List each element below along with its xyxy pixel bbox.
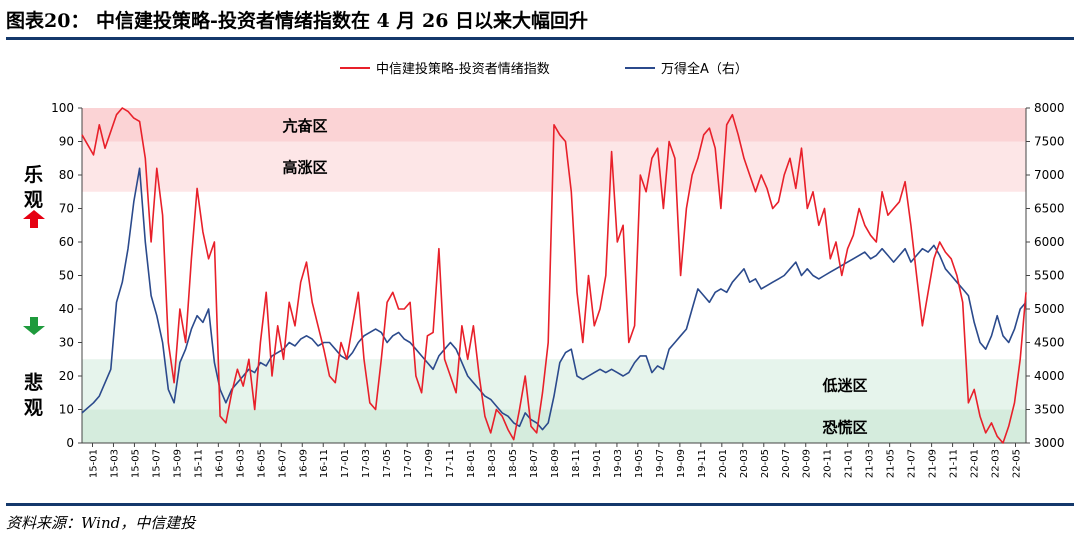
left-tick-label: 20 [59,369,74,383]
x-tick-label: 17-07 [403,449,414,478]
x-tick-label: 19-01 [592,449,603,478]
right-tick-label: 5000 [1034,302,1065,316]
x-tick-label: 21-01 [844,449,855,478]
down-arrow-icon [23,317,45,335]
x-tick-label: 21-03 [865,449,876,478]
top-rule [6,37,1074,40]
x-tick-label: 16-11 [319,449,330,478]
sentiment-index-line [81,107,1027,444]
x-tick-label: 20-05 [760,449,771,478]
x-tick-label: 16-03 [235,449,246,478]
right-tick-label: 3000 [1034,436,1065,450]
x-tick-label: 16-05 [256,449,267,478]
zone-label: 亢奋区 [282,117,327,135]
right-tick-label: 8000 [1034,101,1065,115]
x-tick-label: 15-11 [193,449,204,478]
x-tick-label: 22-05 [1012,449,1023,478]
zone-label: 恐慌区 [822,418,867,436]
x-tick-label: 17-05 [382,449,393,478]
x-tick-label: 17-03 [361,449,372,478]
right-tick-label: 6000 [1034,235,1065,249]
optimistic-label-2: 观 [24,189,44,211]
x-tick-label: 18-05 [508,449,519,478]
x-tick-label: 18-03 [487,449,498,478]
x-tick-label: 17-01 [340,449,351,478]
legend-label-wind: 万得全A（右） [661,61,748,77]
x-tick-label: 18-09 [550,449,561,478]
x-tick-label: 19-09 [676,449,687,478]
x-tick-label: 20-11 [823,449,834,478]
left-tick-label: 10 [59,403,74,417]
left-tick-label: 70 [59,202,74,216]
left-tick-label: 40 [59,302,74,316]
left-tick-label: 30 [59,336,74,350]
x-tick-label: 18-01 [466,449,477,478]
right-tick-label: 5500 [1034,269,1065,283]
x-tick-label: 21-07 [907,449,918,478]
zone-label: 低迷区 [821,376,867,394]
pessimistic-label-2: 观 [24,397,44,419]
right-tick-label: 3500 [1034,403,1065,417]
x-tick-label: 15-09 [172,449,183,478]
left-tick-label: 80 [59,168,74,182]
x-tick-label: 20-01 [718,449,729,478]
x-tick-label: 19-07 [655,449,666,478]
up-arrow-icon [23,210,45,228]
bottom-rule [6,503,1074,506]
right-tick-label: 4500 [1034,336,1065,350]
left-tick-label: 0 [66,436,74,450]
x-tick-label: 20-07 [781,449,792,478]
zone-band [82,359,1026,410]
x-tick-label: 19-03 [613,449,624,478]
x-tick-label: 16-07 [277,449,288,478]
wind-all-a-line [81,167,1027,431]
x-tick-label: 16-01 [214,449,225,478]
x-tick-label: 17-11 [445,449,456,478]
legend-label-sentiment: 中信建投策略-投资者情绪指数 [376,61,550,77]
x-tick-label: 15-01 [88,449,99,478]
x-tick-label: 16-09 [298,449,309,478]
zone-label: 高涨区 [282,159,327,177]
right-tick-label: 7000 [1034,168,1065,182]
right-tick-label: 6500 [1034,202,1065,216]
left-tick-label: 90 [59,135,74,149]
x-tick-label: 15-03 [109,449,120,478]
x-tick-label: 22-01 [970,449,981,478]
right-tick-label: 4000 [1034,369,1065,383]
x-tick-label: 15-05 [130,449,141,478]
right-tick-label: 7500 [1034,135,1065,149]
x-tick-label: 20-03 [739,449,750,478]
x-tick-label: 19-11 [697,449,708,478]
x-tick-label: 22-03 [991,449,1002,478]
x-tick-label: 15-07 [151,449,162,478]
left-tick-label: 100 [51,101,74,115]
pessimistic-label-1: 悲 [24,372,44,394]
x-tick-label: 21-11 [949,449,960,478]
x-tick-label: 20-09 [802,449,813,478]
x-tick-label: 21-09 [928,449,939,478]
x-tick-label: 18-11 [571,449,582,478]
x-tick-label: 17-09 [424,449,435,478]
left-tick-label: 60 [59,235,74,249]
x-tick-label: 18-07 [529,449,540,478]
chart-title: 图表20： 中信建投策略-投资者情绪指数在 4 月 26 日以来大幅回升 [6,10,589,32]
x-tick-label: 21-05 [886,449,897,478]
left-tick-label: 50 [59,269,74,283]
zone-band [82,409,1026,443]
optimistic-label-1: 乐 [24,164,44,186]
source-note: 资料来源：Wind，中信建投 [6,514,196,532]
x-tick-label: 19-05 [634,449,645,478]
